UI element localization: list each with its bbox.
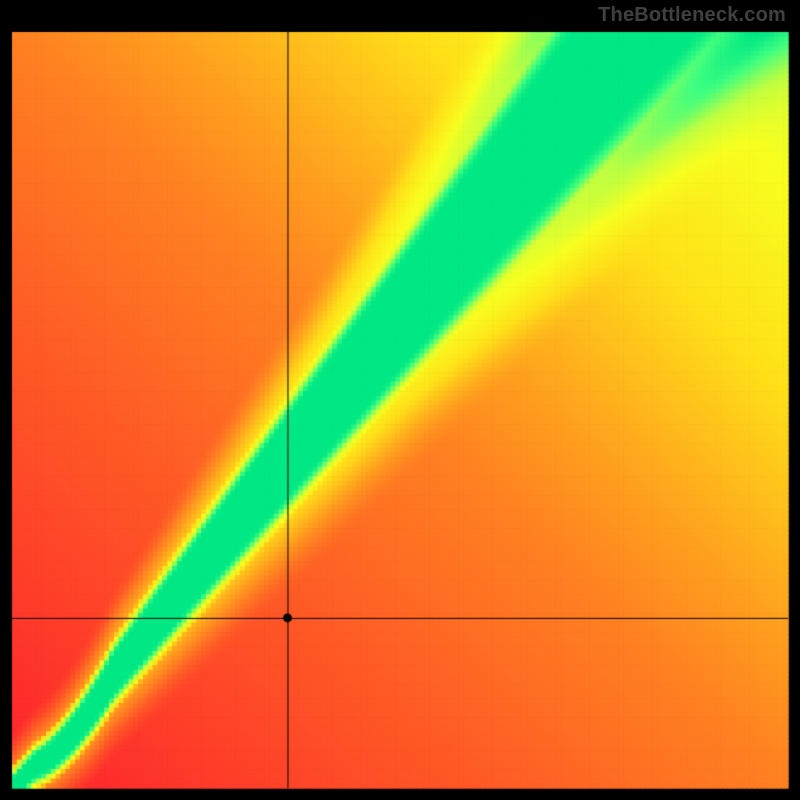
chart-container: TheBottleneck.com <box>0 0 800 800</box>
heatmap-canvas <box>0 0 800 800</box>
watermark-text: TheBottleneck.com <box>598 4 786 27</box>
